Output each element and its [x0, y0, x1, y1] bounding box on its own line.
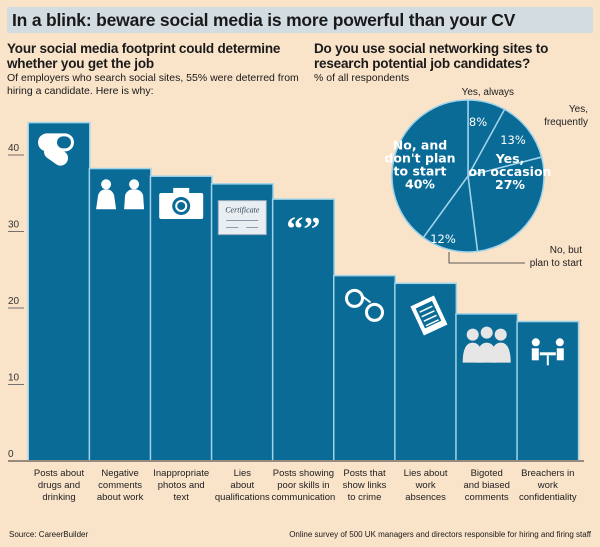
pie-outside-label: frequently	[544, 117, 588, 128]
y-tick-label: 30	[8, 220, 20, 231]
source-note: Source: CareerBuilder	[9, 530, 89, 539]
pie-outside-label: plan to start	[530, 258, 582, 269]
bar	[29, 123, 89, 461]
pie-chart-subtitle: % of all respondents	[314, 72, 410, 84]
x-tick-label: to crime	[348, 492, 382, 503]
meeting-icon	[531, 338, 564, 366]
quote-glyph: “”	[286, 211, 320, 248]
page-title: In a blink: beware social media is more …	[12, 10, 516, 30]
pie-outside-label: Yes, always	[462, 87, 514, 98]
bar	[90, 169, 151, 461]
y-tick-label: 40	[8, 143, 20, 154]
x-tick-label: Lies about	[404, 468, 448, 479]
pie-inside-label: 12%	[430, 232, 456, 246]
pie-inside-label: on occasion	[469, 164, 552, 179]
group-icon	[462, 326, 511, 363]
couple-icon	[96, 179, 145, 210]
pie-inside-label: to start	[394, 164, 447, 179]
pills-icon	[38, 133, 74, 166]
quote-icon: “”	[286, 211, 320, 248]
x-tick-label: comments	[465, 492, 509, 503]
y-tick-label: 20	[8, 296, 20, 307]
pie-chart-header: Do you use social networking sites to re…	[314, 41, 594, 85]
x-tick-label: photos and	[158, 480, 205, 491]
x-tick-label: Posts about	[34, 468, 85, 479]
x-tick-label: communication	[271, 492, 335, 503]
x-tick-label: work	[537, 480, 558, 491]
handcuffs-icon	[345, 288, 384, 322]
x-tick-label: show links	[343, 480, 387, 491]
x-tick-label: drugs and	[38, 480, 80, 491]
pie-outside-label: Yes,	[569, 104, 588, 115]
bar	[334, 276, 395, 460]
x-tick-label: qualifications	[215, 492, 270, 503]
bar	[273, 199, 334, 460]
x-tick-label: Breachers in	[521, 468, 574, 479]
bar	[151, 176, 212, 460]
pie-outside-label: No, but	[550, 245, 582, 256]
bar	[456, 314, 517, 460]
x-tick-label: Negative	[101, 468, 139, 479]
x-tick-label: poor skills in	[277, 480, 329, 491]
pie-inside-label: 8%	[469, 115, 487, 129]
x-tick-label: confidentiality	[519, 492, 577, 503]
survey-note: Online survey of 500 UK managers and dir…	[289, 530, 591, 539]
pie-inside-label: Yes,	[495, 151, 525, 166]
camera-icon	[159, 187, 204, 219]
y-tick-label: 0	[8, 449, 14, 460]
pie-inside-label: don't plan	[384, 151, 455, 166]
x-tick-label: Posts that	[343, 468, 386, 479]
x-tick-label: absences	[405, 492, 446, 503]
pie-inside-label: 13%	[500, 133, 526, 147]
x-tick-label: Lies	[234, 468, 252, 479]
bar	[517, 322, 578, 460]
certificate-label: Certificate	[225, 206, 260, 215]
bar-chart-heading: Your social media footprint could determ…	[7, 41, 281, 71]
certificate-icon: Certificate	[217, 200, 267, 236]
title-band: In a blink: beware social media is more …	[7, 7, 593, 33]
bar-chart-header: Your social media footprint could determ…	[7, 41, 307, 98]
pie-inside-label: 40%	[405, 177, 435, 192]
y-tick-label: 10	[8, 373, 20, 384]
pie-slice	[467, 156, 545, 253]
pie-slice	[391, 99, 469, 239]
x-tick-label: text	[174, 492, 190, 503]
x-tick-label: about	[230, 480, 254, 491]
x-tick-label: Inappropriate	[153, 468, 209, 479]
pie-leader-line	[448, 252, 525, 264]
pie-inside-label: 27%	[495, 177, 525, 192]
x-tick-label: comments	[98, 480, 142, 491]
x-tick-label: about work	[97, 492, 144, 503]
clipboard-icon	[410, 295, 448, 336]
x-tick-label: Posts showing	[273, 468, 334, 479]
x-tick-label: drinking	[42, 492, 75, 503]
pie-slice	[466, 108, 543, 178]
x-tick-label: Bigoted	[471, 468, 503, 479]
x-tick-label: work	[415, 480, 436, 491]
pie-chart-heading: Do you use social networking sites to re…	[314, 41, 549, 71]
pie-inside-label: No, and	[393, 138, 447, 153]
bar-chart-subtitle: Of employers who search social sites, 55…	[7, 72, 299, 97]
x-tick-label: and biased	[463, 480, 509, 491]
